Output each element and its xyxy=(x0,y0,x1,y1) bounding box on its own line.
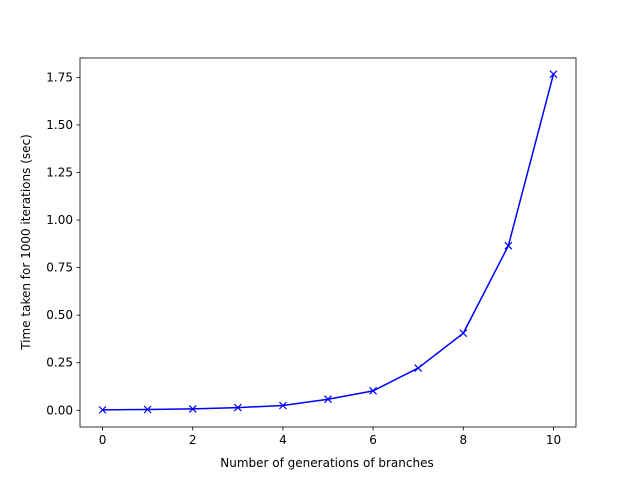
y-tick-label: 0.75 xyxy=(46,261,73,275)
y-axis-ticks: 0.00 0.25 0.50 0.75 1.00 1.25 1.50 1.75 xyxy=(46,70,80,417)
x-tick-label: 0 xyxy=(99,433,107,447)
y-tick-label: 0.50 xyxy=(46,308,73,322)
y-tick-label: 0.25 xyxy=(46,356,73,370)
data-point-marker xyxy=(369,386,378,395)
x-tick-label: 6 xyxy=(369,433,377,447)
x-tick-label: 4 xyxy=(279,433,287,447)
data-point-marker xyxy=(414,364,423,372)
x-axis-label: Number of generations of branches xyxy=(220,456,433,470)
data-point-marker xyxy=(98,405,107,414)
data-point-marker xyxy=(459,329,468,338)
x-tick-label: 8 xyxy=(459,433,467,447)
data-point-marker xyxy=(233,403,242,412)
y-axis-label: Time taken for 1000 iterations (sec) xyxy=(19,134,33,351)
data-point-marker xyxy=(504,241,513,250)
y-tick-label: 1.75 xyxy=(46,70,73,84)
data-point-marker xyxy=(324,395,332,404)
data-point-marker xyxy=(549,70,558,79)
y-tick-label: 0.00 xyxy=(46,403,73,417)
data-point-marker xyxy=(278,401,287,410)
y-tick-label: 1.00 xyxy=(46,213,73,227)
data-point-marker xyxy=(143,405,152,414)
axes-frame xyxy=(79,57,577,428)
x-tick-label: 2 xyxy=(189,433,197,447)
plot-area xyxy=(79,57,577,428)
y-tick-label: 1.50 xyxy=(46,118,73,132)
y-tick-label: 1.25 xyxy=(46,166,73,180)
x-axis-ticks: 0 2 4 6 8 10 xyxy=(99,427,561,447)
x-tick-label: 10 xyxy=(546,433,561,447)
series-marks xyxy=(98,70,558,414)
data-point-marker xyxy=(188,405,197,413)
